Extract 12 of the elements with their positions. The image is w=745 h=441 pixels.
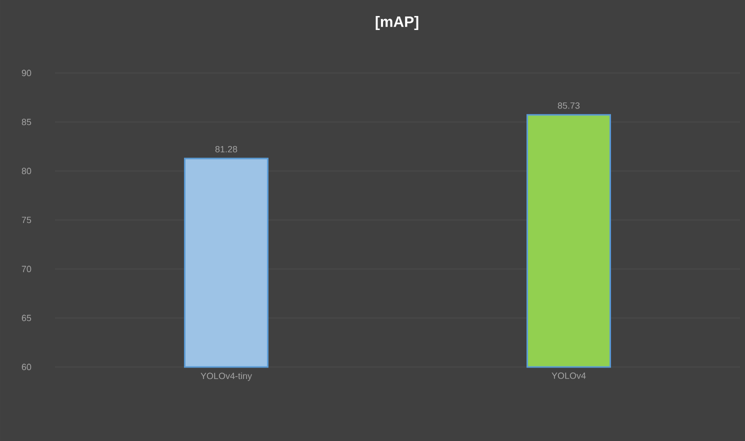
data-label: 81.28: [215, 146, 238, 152]
y-tick-label: 75: [22, 216, 32, 224]
y-tick-label: 85: [22, 118, 32, 126]
x-tick-label: YOLOv4-tiny: [200, 372, 252, 381]
y-tick-label: 80: [22, 168, 32, 174]
y-tick-label: 60: [22, 364, 32, 370]
y-tick-label: 65: [22, 314, 32, 322]
y-tick-label: 70: [22, 266, 32, 272]
y-tick-label: 90: [22, 70, 32, 76]
x-tick-label: YOLOv4: [552, 372, 586, 379]
data-label: 85.73: [558, 102, 580, 109]
chart-title: [mAP]: [376, 16, 418, 30]
